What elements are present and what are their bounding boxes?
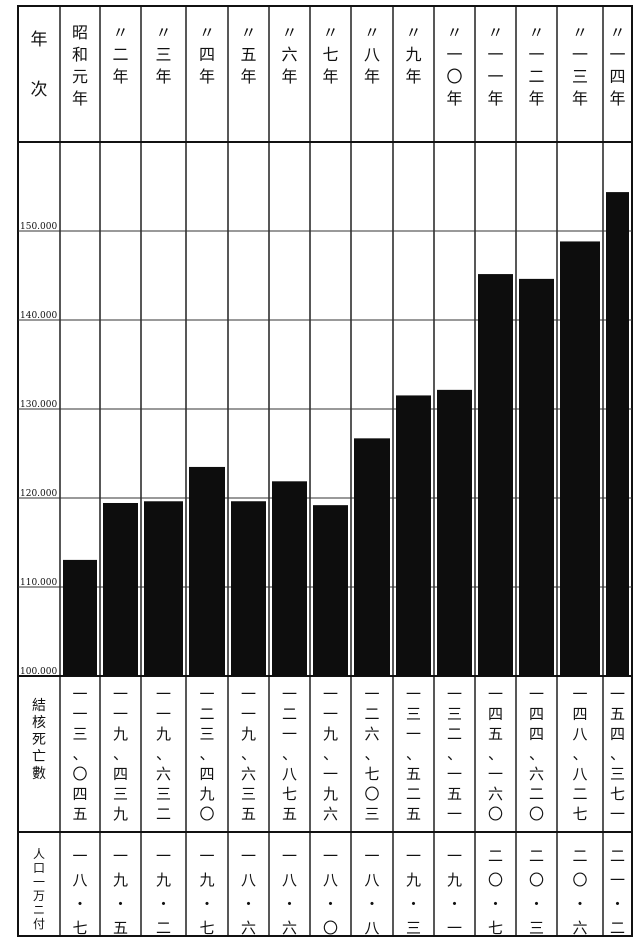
deaths-value: 一四八、八二七 [572,685,587,823]
y-tick-label: 150.000 [20,222,57,232]
deaths-value: 一三二、一五一 [447,685,462,823]
bar [231,501,266,676]
y-tick-label: 110.000 [20,578,57,588]
rate-value: 一八・〇 [323,847,338,937]
rate-value: 一八・七 [72,847,87,937]
deaths-value: 一三一、五二五 [406,685,421,823]
y-tick-label: 120.000 [20,489,57,499]
category-label: 〃九年 [405,23,421,86]
rate-value: 一九・三 [406,847,421,937]
bar [189,466,225,676]
bar [437,389,472,676]
deaths-value: 一一九、四三九 [113,685,128,823]
rate-value: 一八・六 [241,847,256,937]
bar [478,274,513,676]
rate-value: 一八・八 [364,847,379,937]
deaths-value: 一二三、四九〇 [199,685,214,823]
category-label: 〃八年 [364,23,380,86]
bar [354,438,390,676]
header-label: 年次 [31,30,48,100]
rate-value: 一九・七 [199,847,214,937]
category-label: 〃五年 [240,23,256,86]
rate-value: 一九・一 [447,847,462,937]
deaths-value: 一五四、三七一 [610,685,625,823]
row-label-deaths: 結核死亡數 [32,698,46,782]
bar [313,505,348,676]
y-tick-label: 140.000 [20,311,57,321]
y-tick-label: 130.000 [20,400,57,410]
rate-value: 一九・五 [113,847,128,937]
bar [144,501,183,676]
category-label: 昭和元年 [72,23,88,108]
category-label: 〃一三年 [572,23,588,108]
row-label-rate: 人口一万ニ付 [33,847,45,931]
bar [272,481,307,676]
deaths-value: 一二六、七〇三 [364,685,379,823]
bar [519,278,554,676]
category-label: 〃一四年 [609,23,625,108]
category-label: 〃三年 [155,23,171,86]
deaths-value: 一二一、八七五 [282,685,297,823]
rate-value: 二一・二 [610,847,625,937]
category-label: 〃六年 [281,23,297,86]
rate-value: 一八・六 [282,847,297,937]
category-label: 〃二年 [112,23,128,86]
deaths-value: 一一九、六三五 [241,685,256,823]
deaths-value: 一一三、〇四五 [72,685,87,823]
bar [396,395,431,676]
rate-value: 二〇・六 [572,847,587,937]
bar [606,192,629,677]
category-label: 〃一〇年 [446,23,462,108]
rate-value: 二〇・三 [529,847,544,937]
deaths-value: 一四五、一六〇 [488,685,503,823]
chart-frame [17,5,633,937]
deaths-value: 一四四、六二〇 [529,685,544,823]
rate-value: 一九・二 [156,847,171,937]
deaths-value: 一一九、一九六 [323,685,338,823]
bar [103,502,138,676]
category-label: 〃四年 [199,23,215,86]
category-label: 〃一一年 [487,23,503,108]
category-label: 〃七年 [322,23,338,86]
bar [560,241,600,676]
rate-value: 二〇・七 [488,847,503,937]
category-label: 〃一二年 [528,23,544,108]
y-tick-label: 100.000 [20,667,57,677]
deaths-value: 一一九、六三二 [156,685,171,823]
bar [63,559,97,676]
